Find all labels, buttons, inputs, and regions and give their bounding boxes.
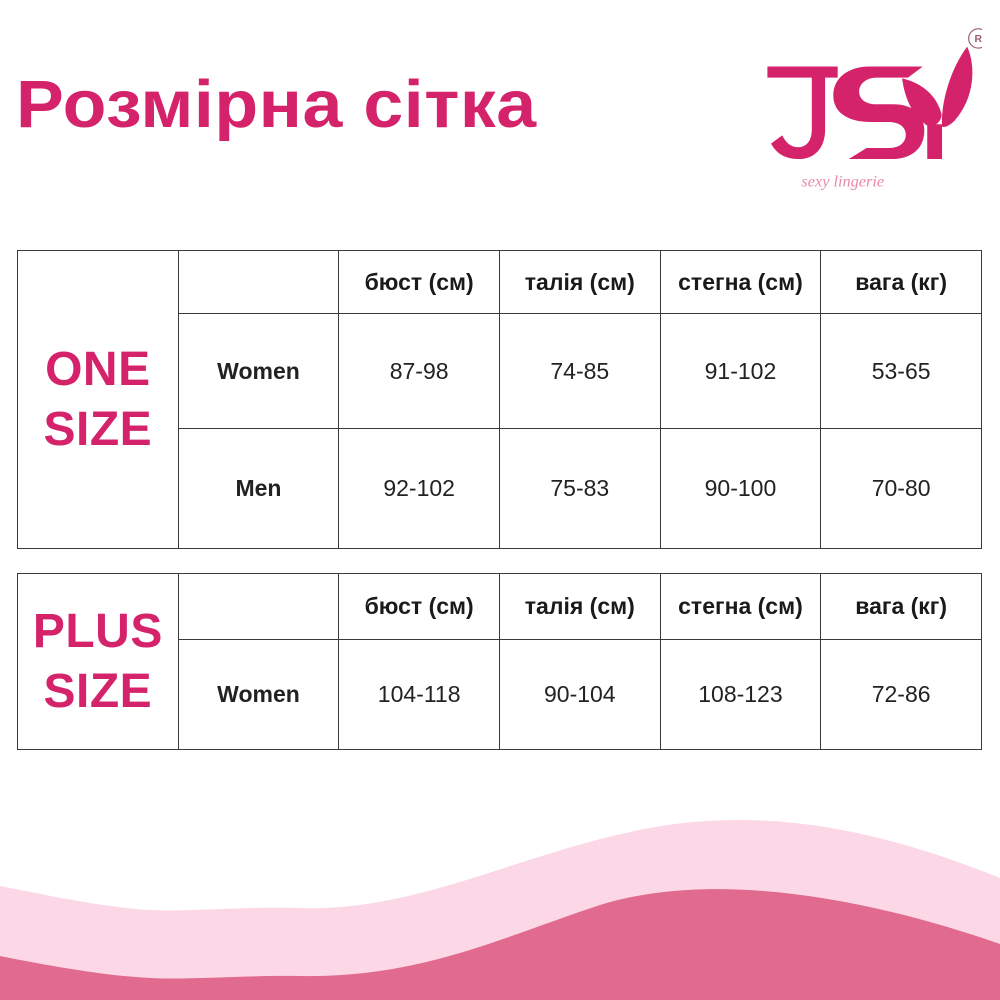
svg-text:sexy lingerie: sexy lingerie xyxy=(801,171,884,190)
svg-text:R: R xyxy=(975,34,982,45)
